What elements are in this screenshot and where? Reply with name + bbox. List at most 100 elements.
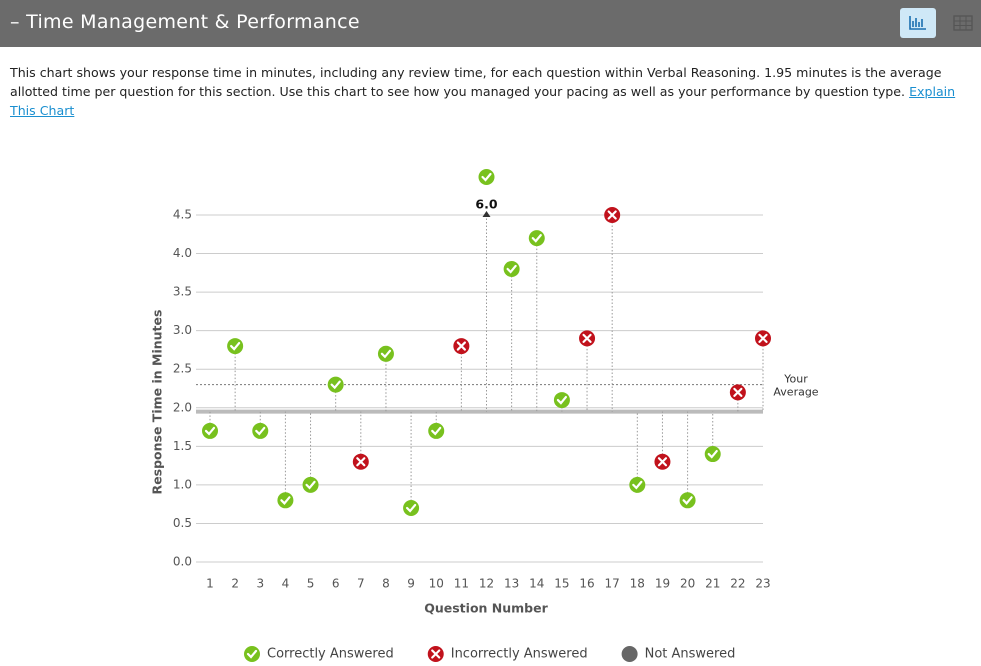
data-point (352, 453, 369, 470)
marker-body (478, 169, 495, 185)
data-point (453, 338, 470, 355)
data-point (252, 422, 269, 439)
marker-icon (607, 210, 617, 220)
x-tick-label: 18 (630, 577, 645, 591)
marker-icon (582, 333, 592, 343)
x-tick-label: 7 (357, 577, 365, 591)
data-point (528, 230, 545, 247)
data-point (729, 384, 746, 401)
y-tick-label: 1.0 (173, 477, 192, 491)
marker-body (277, 492, 294, 509)
data-point (629, 476, 646, 493)
data-point (654, 453, 671, 470)
y-tick-label: 1.5 (173, 439, 192, 453)
y-tick-label: 0.5 (173, 516, 192, 530)
marker-body (244, 646, 260, 662)
section-title[interactable]: – Time Management & Performance (10, 11, 360, 33)
marker-body (629, 476, 646, 493)
marker-icon (204, 426, 216, 436)
x-tick-label: 3 (256, 577, 264, 591)
description: This chart shows your response time in m… (10, 63, 970, 120)
y-tick-label: 0.0 (173, 555, 192, 569)
data-point (403, 500, 420, 517)
marker-icon (632, 480, 643, 490)
marker-body (202, 422, 218, 439)
y-tick-label: 2.5 (173, 362, 192, 376)
data-point (428, 422, 445, 439)
marker-icon (356, 457, 366, 467)
marker-icon (506, 264, 517, 274)
x-tick-label: 4 (282, 577, 290, 591)
legend-label: Correctly Answered (267, 647, 394, 662)
x-tick-label: 10 (429, 577, 444, 591)
description-text: This chart shows your response time in m… (10, 65, 942, 99)
marker-icon (405, 503, 417, 513)
marker-icon (431, 426, 442, 436)
x-tick-label: 16 (579, 577, 594, 591)
data-point (327, 376, 344, 393)
data-point (277, 492, 294, 509)
marker-body (679, 492, 696, 509)
x-tick-label: 12 (479, 577, 494, 591)
data-point (553, 392, 570, 409)
marker-body (428, 422, 445, 439)
marker-icon (531, 234, 542, 243)
x-tick-label: 19 (655, 577, 670, 591)
data-point (604, 207, 621, 223)
x-tick-label: 21 (705, 577, 720, 591)
marker-icon (255, 426, 266, 436)
x-tick-label: 6 (332, 577, 340, 591)
legend-label: Not Answered (645, 647, 736, 662)
marker-icon (230, 341, 241, 351)
overflow-arrow (482, 211, 491, 217)
x-tick-label: 22 (730, 577, 745, 591)
x-tick-label: 13 (504, 577, 519, 591)
table-view-button[interactable] (953, 15, 973, 31)
marker-icon (707, 449, 718, 459)
x-tick-label: 11 (454, 577, 469, 591)
marker-icon (330, 380, 341, 390)
marker-icon (657, 457, 668, 467)
legend-item: Incorrectly Answered (427, 646, 588, 662)
y-tick-label: 4.0 (173, 246, 192, 260)
data-point (478, 169, 495, 185)
data-point (202, 422, 218, 439)
marker-body (227, 338, 244, 355)
chart-view-button[interactable] (900, 8, 936, 38)
explain-link[interactable]: Explain This Chart (10, 84, 956, 118)
x-tick-label: 17 (605, 577, 620, 591)
data-point (704, 446, 721, 463)
marker-body (302, 476, 319, 493)
x-tick-label: 20 (680, 577, 695, 591)
marker-icon (682, 496, 693, 505)
legend-marker (621, 646, 638, 662)
x-tick-label: 8 (382, 577, 390, 591)
average-label: Average (773, 386, 818, 399)
x-tick-label: 15 (554, 577, 569, 591)
marker-body (528, 230, 545, 247)
section-header: – Time Management & Performance (0, 0, 981, 47)
average-label: Your (783, 373, 808, 386)
marker-icon (758, 333, 768, 343)
marker-icon (280, 496, 291, 505)
data-point (755, 330, 771, 347)
marker-icon (556, 395, 568, 405)
x-tick-label: 14 (529, 577, 544, 591)
marker-icon (380, 349, 392, 359)
legend-item: Not Answered (621, 646, 736, 662)
marker-body (327, 376, 344, 393)
data-point (503, 260, 520, 277)
x-tick-label: 1 (206, 577, 214, 591)
marker-icon (305, 480, 316, 490)
x-tick-label: 9 (407, 577, 415, 591)
y-tick-label: 4.5 (173, 208, 192, 222)
x-axis-label: Question Number (424, 601, 548, 616)
x-tick-label: 5 (307, 577, 315, 591)
legend-label: Incorrectly Answered (451, 647, 588, 662)
legend-item: Correctly Answered (244, 646, 394, 662)
marker-icon (431, 649, 441, 659)
data-point (377, 345, 394, 362)
marker-icon (733, 387, 743, 397)
